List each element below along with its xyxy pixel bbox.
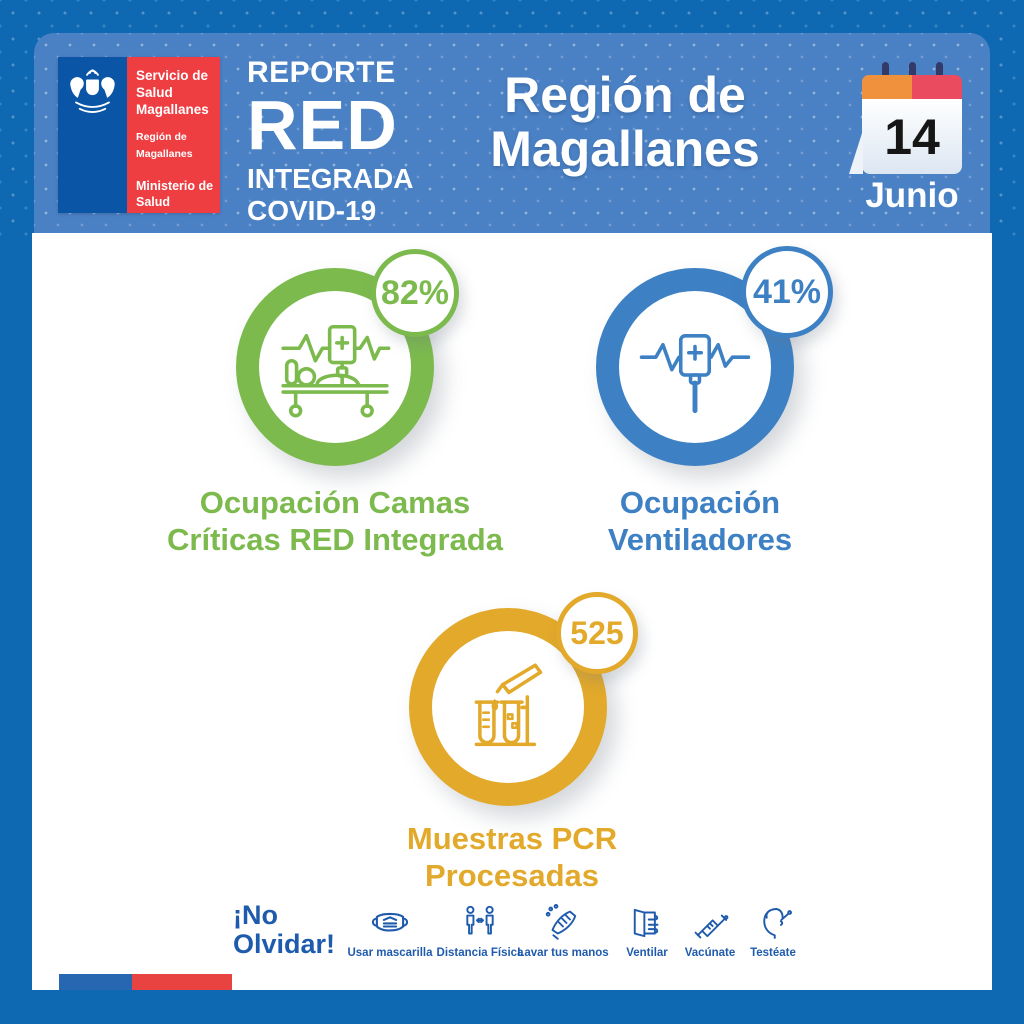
footer-item-vacuna: Vacúnate [662,902,758,959]
health-service-logo: Servicio de Salud Magallanes Región de M… [58,57,220,213]
stat-value-ventiladores: 41% [752,272,822,311]
report-line-covid: COVID-19 [247,195,377,226]
chile-coat-of-arms-icon [70,69,115,113]
logo-region-line: Magallanes [136,148,193,160]
logo-ministry-name: Ministerio de Salud [136,178,220,210]
ventilator-icon [639,334,751,414]
calendar-month: Junio [865,176,959,215]
logo-service-line: Servicio de [136,68,209,83]
title-line-2: Magallanes [490,121,760,177]
stat-label-muestras-pcr: Muestras PCR Procesadas [302,820,722,894]
gov-bar-red [132,974,232,990]
footer-item-distancia: Distancia Física [432,902,528,959]
calendar-day: 14 [884,108,940,165]
logo-region-line: Región de [136,131,187,143]
stat-label-line: Procesadas [424,858,600,893]
reminder-line-2: Olvidar! [233,929,336,959]
report-line-red: RED [247,86,398,164]
footer-item-mascarilla: Usar mascarilla [342,902,438,959]
calendar-header-band [862,75,962,99]
footer-item-label: Usar mascarilla [347,947,433,959]
physical-distance-icon [466,905,494,935]
logo-region-name: Región de Magallanes [136,129,220,163]
report-line-integrada: INTEGRADA [247,163,414,194]
report-line-reporte: REPORTE [247,56,396,89]
footer-item-label: Lavar tus manos [517,947,609,959]
calendar-page-curl [849,130,863,174]
footer-item-ventilar: Ventilar [599,902,695,959]
logo-service-name: Servicio de Salud Magallanes [136,67,220,118]
wash-hands-icon [545,904,577,940]
stat-label-line: Ventiladores [607,522,793,557]
logo-blue-panel [58,57,127,213]
logo-ministry-line: Salud [136,195,171,209]
report-wordmark: REPORTE RED INTEGRADA COVID-19 [247,56,413,227]
page-title: Región de Magallanes [430,68,820,176]
vaccine-icon [694,914,729,939]
logo-red-panel: Servicio de Salud Magallanes Región de M… [127,57,220,213]
gov-bar-blue [59,974,132,990]
footer-item-label: Testéate [750,947,796,959]
footer-item-lavado: Lavar tus manos [515,902,611,959]
stat-label-ventiladores: Ocupación Ventiladores [500,484,900,558]
calendar-body: 14 [862,99,962,174]
reminder-heading: ¡No Olvidar! [233,901,335,959]
ventilate-icon [633,908,659,938]
hospital-bed-icon [281,324,391,418]
stat-label-line: Ocupación [619,485,781,520]
logo-service-line: Salud [136,85,173,100]
stat-label-camas-criticas: Ocupación Camas Críticas RED Integrada [115,484,555,558]
logo-ministry-line: Ministerio de [136,179,214,193]
logo-service-line: Magallanes [136,102,209,117]
footer-item-label: Distancia Física [436,947,524,959]
stat-badge-muestras-pcr: 525 [556,592,638,674]
stat-label-line: Muestras PCR [406,821,618,856]
reminder-line-1: ¡No [233,900,278,930]
test-swab-icon [763,908,792,939]
face-mask-icon [371,912,409,932]
footer-item-label: Vacúnate [684,947,736,959]
title-line-1: Región de [504,67,746,123]
footer-item-label: Ventilar [626,947,668,959]
pcr-samples-icon [474,663,543,747]
calendar-icon: 14 Junio [849,62,962,217]
stat-badge-ventiladores: 41% [741,246,833,338]
stat-label-line: Críticas RED Integrada [167,522,503,557]
stat-value-camas-criticas: 82% [380,273,450,312]
footer-item-test: Testéate [725,902,821,959]
stat-badge-camas-criticas: 82% [371,249,459,337]
stat-label-line: Ocupación Camas [199,485,471,520]
stat-value-muestras-pcr: 525 [570,614,624,651]
